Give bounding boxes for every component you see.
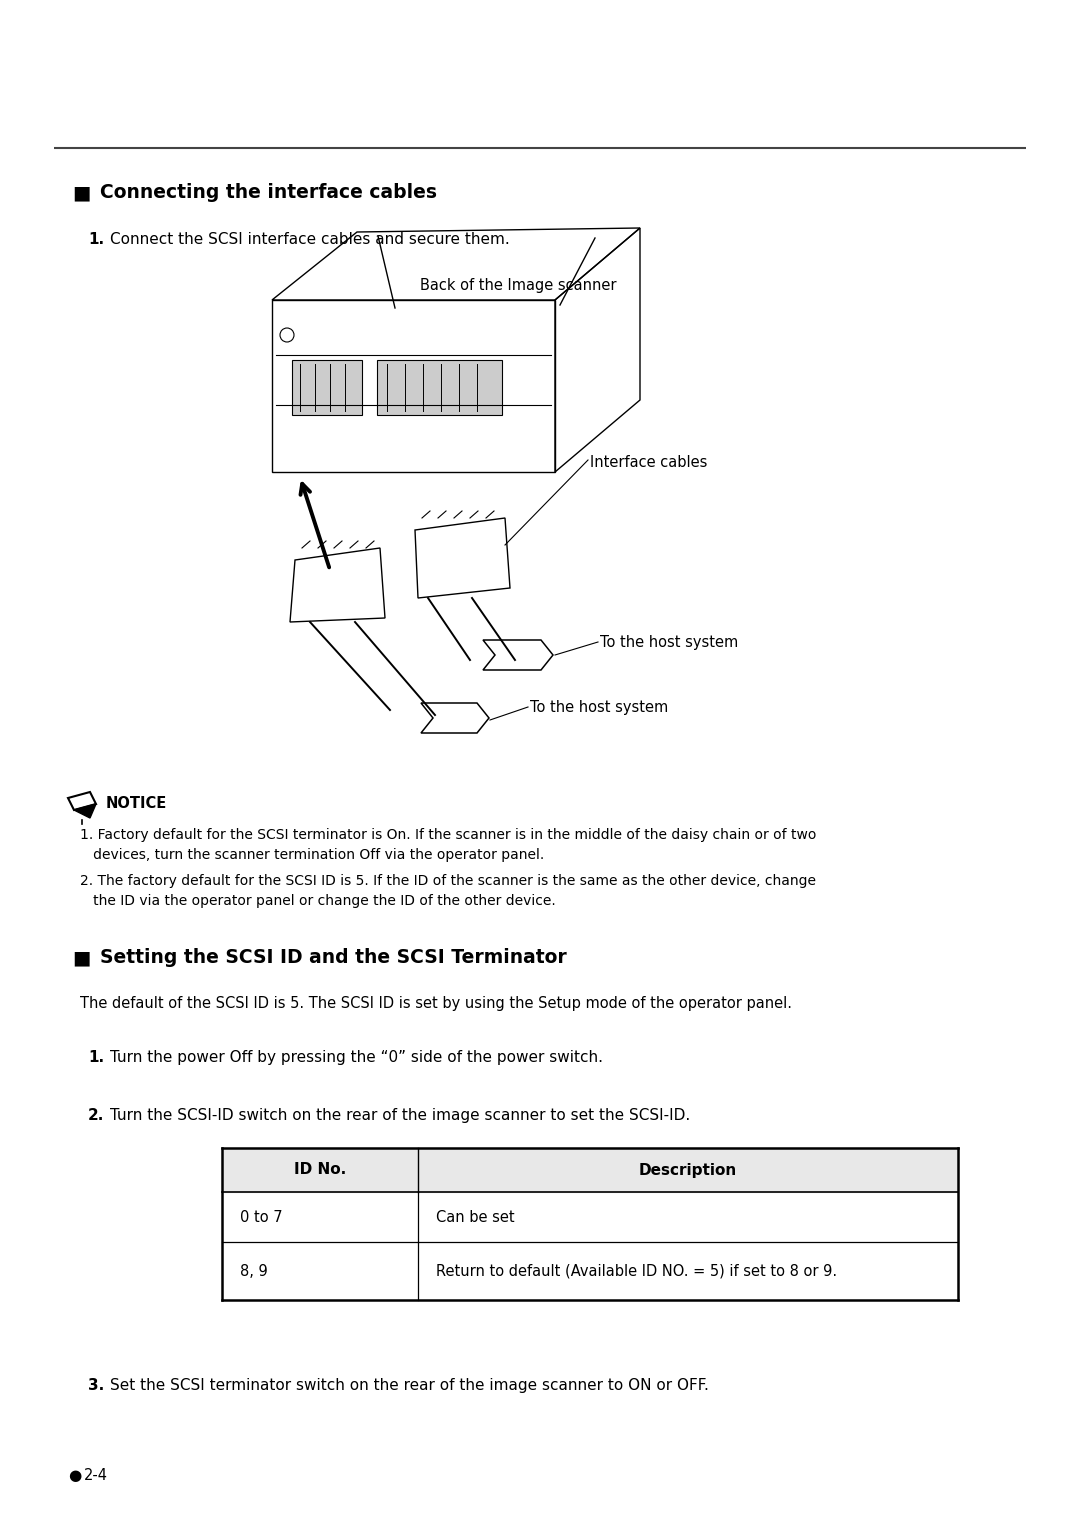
Text: 0 to 7: 0 to 7 [240, 1210, 283, 1224]
Text: Description: Description [639, 1163, 738, 1178]
Text: Setting the SCSI ID and the SCSI Terminator: Setting the SCSI ID and the SCSI Termina… [100, 947, 567, 967]
Text: ID No.: ID No. [294, 1163, 346, 1178]
Text: Return to default (Available ID NO. = 5) if set to 8 or 9.: Return to default (Available ID NO. = 5)… [436, 1264, 837, 1279]
Polygon shape [377, 361, 502, 416]
Text: 2-4: 2-4 [84, 1468, 108, 1484]
Text: 2. The factory default for the SCSI ID is 5. If the ID of the scanner is the sam: 2. The factory default for the SCSI ID i… [80, 874, 816, 888]
Text: ●: ● [68, 1468, 81, 1484]
Text: 1. Factory default for the SCSI terminator is On. If the scanner is in the middl: 1. Factory default for the SCSI terminat… [80, 828, 816, 842]
Text: To the host system: To the host system [530, 700, 669, 715]
Text: 1.: 1. [87, 232, 104, 248]
Text: NOTICE: NOTICE [106, 796, 167, 811]
Text: devices, turn the scanner termination Off via the operator panel.: devices, turn the scanner termination Of… [80, 848, 544, 862]
Text: Interface cables: Interface cables [590, 455, 707, 471]
Text: 8, 9: 8, 9 [240, 1264, 268, 1279]
Polygon shape [292, 361, 362, 416]
Text: 2.: 2. [87, 1108, 105, 1123]
Text: Set the SCSI terminator switch on the rear of the image scanner to ON or OFF.: Set the SCSI terminator switch on the re… [110, 1378, 708, 1394]
Text: Turn the SCSI-ID switch on the rear of the image scanner to set the SCSI-ID.: Turn the SCSI-ID switch on the rear of t… [110, 1108, 690, 1123]
Text: Turn the power Off by pressing the “0” side of the power switch.: Turn the power Off by pressing the “0” s… [110, 1050, 603, 1065]
Text: Connecting the interface cables: Connecting the interface cables [100, 183, 437, 202]
Text: the ID via the operator panel or change the ID of the other device.: the ID via the operator panel or change … [80, 894, 556, 908]
Polygon shape [222, 1148, 958, 1192]
Text: ■: ■ [72, 183, 91, 202]
Text: 3.: 3. [87, 1378, 105, 1394]
Text: Connect the SCSI interface cables and secure them.: Connect the SCSI interface cables and se… [110, 232, 510, 248]
Polygon shape [75, 804, 96, 817]
Text: To the host system: To the host system [600, 636, 739, 649]
Text: Can be set: Can be set [436, 1210, 515, 1224]
Text: 1.: 1. [87, 1050, 104, 1065]
Text: The default of the SCSI ID is 5. The SCSI ID is set by using the Setup mode of t: The default of the SCSI ID is 5. The SCS… [80, 996, 792, 1012]
Text: ■: ■ [72, 947, 91, 967]
Text: Back of the Image scanner: Back of the Image scanner [420, 278, 617, 293]
